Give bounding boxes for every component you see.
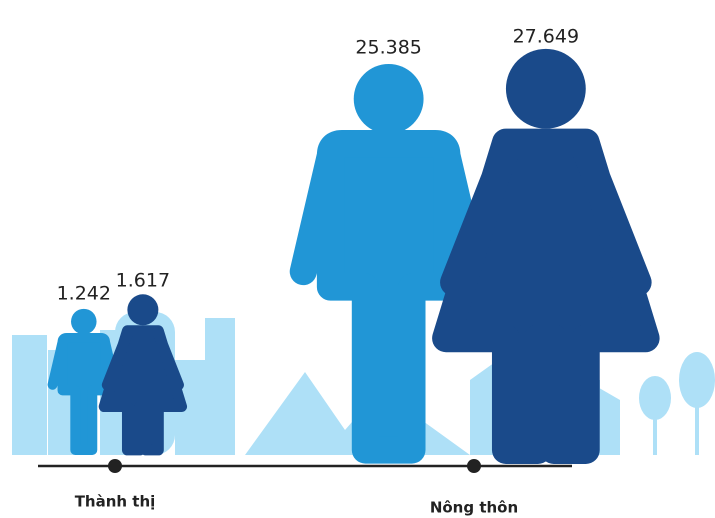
male-icon xyxy=(47,308,120,455)
value-label: 25.385 xyxy=(355,37,421,59)
category-label: Thành thị xyxy=(75,493,156,511)
icon-body xyxy=(98,325,188,456)
female-icon xyxy=(98,294,188,456)
icon-head xyxy=(71,308,97,335)
icon-head xyxy=(353,63,424,134)
icon-body xyxy=(432,128,660,464)
category-label: Nông thôn xyxy=(430,499,518,517)
value-label: 1.242 xyxy=(57,283,111,305)
category-dot xyxy=(108,459,122,473)
female-icon xyxy=(432,48,660,464)
icon-head xyxy=(127,294,159,326)
value-label: 1.617 xyxy=(116,270,170,292)
male-icon xyxy=(289,63,488,464)
value-label: 27.649 xyxy=(513,25,579,47)
category-dot xyxy=(467,459,481,473)
icon-head xyxy=(505,48,586,129)
